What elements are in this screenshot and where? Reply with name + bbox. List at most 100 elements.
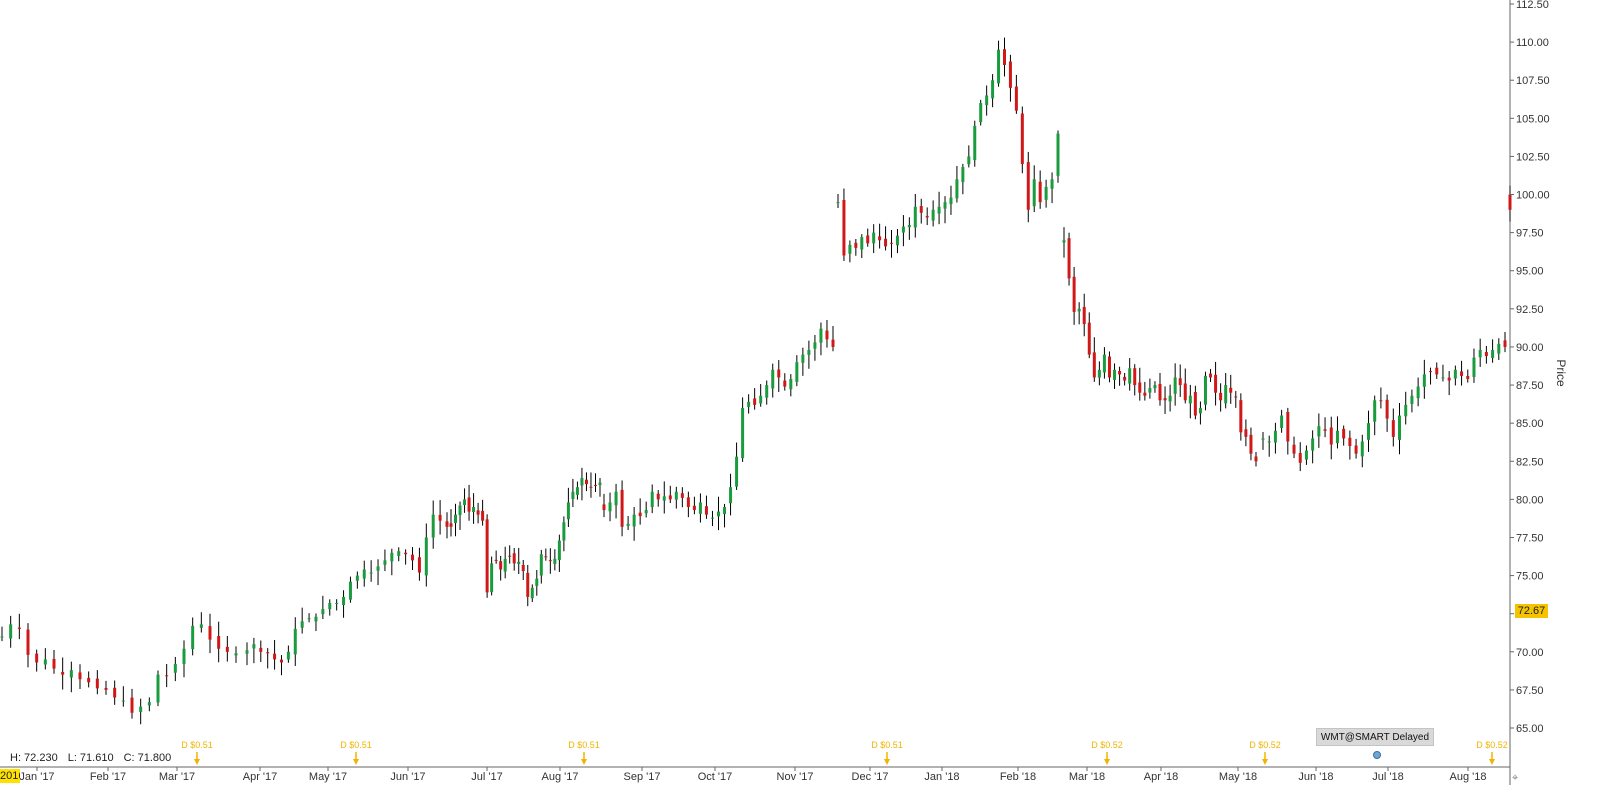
candle-down[interactable] (113, 687, 117, 698)
candle-up[interactable] (943, 202, 947, 209)
candle-up[interactable] (723, 506, 727, 515)
candle-up[interactable] (848, 244, 852, 254)
candle-down[interactable] (884, 238, 888, 247)
candle-up[interactable] (245, 650, 249, 654)
candle-up[interactable] (1410, 395, 1414, 404)
candle-down[interactable] (1460, 371, 1464, 376)
candle-up[interactable] (895, 235, 899, 246)
candle-up[interactable] (517, 561, 521, 565)
candle-down[interactable] (411, 554, 415, 561)
candle-down[interactable] (35, 653, 39, 663)
candle-down[interactable] (449, 523, 453, 527)
candle-up[interactable] (907, 225, 911, 228)
candle-down[interactable] (1178, 378, 1182, 386)
candle-up[interactable] (710, 517, 714, 519)
candle-down[interactable] (925, 215, 929, 218)
candle-down[interactable] (1342, 428, 1346, 439)
candle-down[interactable] (417, 557, 421, 573)
candle-up[interactable] (1198, 407, 1202, 414)
candle-down[interactable] (1118, 371, 1122, 375)
candle-down[interactable] (1286, 411, 1290, 442)
candle-up[interactable] (961, 167, 965, 183)
candle-down[interactable] (1229, 387, 1233, 393)
candle-up[interactable] (1398, 415, 1402, 440)
candle-up[interactable] (1478, 349, 1482, 358)
candle-down[interactable] (1067, 238, 1071, 279)
candle-down[interactable] (1292, 444, 1296, 454)
contract-badge[interactable]: WMT@SMART Delayed (1316, 728, 1434, 760)
candle-down[interactable] (1466, 376, 1470, 379)
candle-up[interactable] (1261, 438, 1265, 440)
candle-down[interactable] (753, 398, 757, 405)
candle-down[interactable] (467, 497, 471, 512)
candle-up[interactable] (931, 209, 935, 221)
candle-down[interactable] (1209, 373, 1213, 378)
candle-down[interactable] (1107, 356, 1111, 378)
candle-down[interactable] (783, 380, 787, 387)
candle-up[interactable] (872, 232, 876, 244)
candle-up[interactable] (949, 197, 953, 205)
candle-up[interactable] (1128, 368, 1132, 384)
candle-up[interactable] (789, 378, 793, 390)
candle-up[interactable] (553, 558, 557, 564)
candle-up[interactable] (0, 636, 4, 638)
candle-down[interactable] (438, 514, 442, 521)
candle-up[interactable] (43, 659, 47, 665)
candle-up[interactable] (397, 551, 401, 556)
candle-up[interactable] (376, 566, 380, 571)
candle-up[interactable] (321, 609, 325, 615)
candle-up[interactable] (575, 487, 579, 495)
candle-up[interactable] (1153, 385, 1157, 389)
candle-down[interactable] (508, 555, 512, 557)
candle-down[interactable] (1072, 276, 1076, 312)
candle-down[interactable] (1429, 371, 1433, 373)
candle-up[interactable] (836, 202, 840, 204)
candle-down[interactable] (1163, 398, 1167, 401)
candle-down[interactable] (1014, 86, 1018, 111)
candle-down[interactable] (1249, 434, 1253, 454)
candle-series[interactable] (0, 37, 1512, 725)
candle-up[interactable] (913, 206, 917, 228)
candle-up[interactable] (199, 624, 203, 628)
candle-up[interactable] (454, 514, 458, 524)
candle-down[interactable] (854, 242, 858, 248)
candle-up[interactable] (771, 369, 775, 389)
candle-up[interactable] (69, 670, 73, 678)
candle-up[interactable] (424, 537, 428, 576)
candle-down[interactable] (686, 497, 690, 507)
candle-up[interactable] (458, 505, 462, 516)
candle-down[interactable] (656, 493, 660, 500)
candle-up[interactable] (369, 572, 373, 574)
candle-down[interactable] (589, 486, 593, 488)
candle-down[interactable] (95, 678, 99, 689)
candle-up[interactable] (390, 552, 394, 562)
candle-up[interactable] (300, 621, 304, 628)
candle-down[interactable] (1379, 400, 1383, 402)
candle-up[interactable] (562, 522, 566, 541)
candle-down[interactable] (1385, 399, 1389, 419)
candle-up[interactable] (955, 179, 959, 199)
candle-down[interactable] (1219, 392, 1223, 401)
candle-down[interactable] (842, 200, 846, 256)
candle-up[interactable] (795, 362, 799, 382)
candle-up[interactable] (490, 563, 494, 593)
candle-down[interactable] (638, 512, 642, 517)
candle-down[interactable] (593, 484, 597, 486)
candle-up[interactable] (807, 349, 811, 355)
candle-up[interactable] (328, 603, 332, 610)
candle-up[interactable] (979, 103, 983, 123)
candle-down[interactable] (1484, 352, 1488, 357)
candle-down[interactable] (1348, 437, 1352, 447)
candle-down[interactable] (1193, 392, 1197, 416)
candle-down[interactable] (404, 552, 408, 555)
candle-up[interactable] (801, 354, 805, 363)
candle-up[interactable] (813, 342, 817, 349)
candle-up[interactable] (1203, 375, 1207, 405)
candle-up[interactable] (383, 560, 387, 565)
candle-down[interactable] (485, 519, 489, 593)
candle-up[interactable] (1441, 377, 1445, 379)
candle-up[interactable] (1148, 388, 1152, 393)
candle-up[interactable] (1097, 369, 1101, 378)
candle-down[interactable] (777, 369, 781, 378)
candle-up[interactable] (147, 702, 151, 706)
